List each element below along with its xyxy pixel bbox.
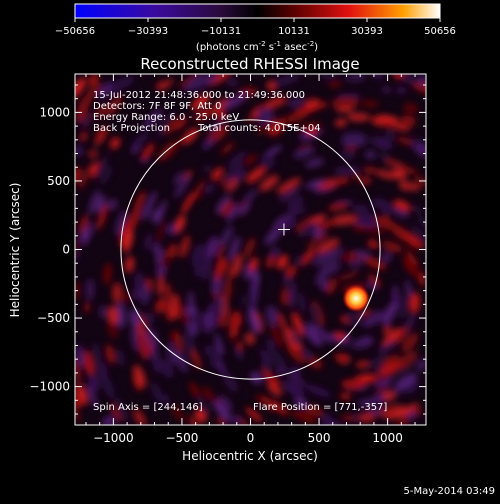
x-tick-label: −500 bbox=[165, 431, 198, 445]
colorbar-tick-label: 30393 bbox=[351, 26, 383, 37]
spin-axis-text: Spin Axis = [244,146] bbox=[93, 402, 203, 413]
colorbar-tick-label: 10131 bbox=[278, 26, 310, 37]
y-tick-label: 500 bbox=[47, 174, 70, 188]
x-tick-label: 1000 bbox=[372, 431, 403, 445]
y-tick-label: 1000 bbox=[39, 105, 70, 119]
detectors-text: Detectors: 7F 8F 9F, Att 0 bbox=[93, 101, 221, 112]
flare-position-text: Flare Position = [771,-357] bbox=[253, 402, 387, 413]
timestamp-footer: 5-May-2014 03:49 bbox=[403, 486, 495, 497]
x-axis-label: Heliocentric X (arcsec) bbox=[182, 449, 318, 463]
y-axis-label: Heliocentric Y (arcsec) bbox=[8, 183, 22, 318]
colorbar-tick-label: 50656 bbox=[424, 26, 456, 37]
x-tick-label: −1000 bbox=[93, 431, 134, 445]
total-counts-text: Total counts: 4.015E+04 bbox=[197, 123, 321, 134]
colorbar-tick-label: −50656 bbox=[55, 26, 95, 37]
axis-ticks bbox=[75, 74, 426, 425]
solar-limb-circle bbox=[120, 119, 381, 380]
axis-tick-labels: −1000 −500 0 500 1000 −1000 −500 0 500 1000 bbox=[29, 105, 402, 445]
y-tick-label: −1000 bbox=[29, 380, 70, 394]
colorbar-tick-label: −10131 bbox=[201, 26, 241, 37]
colorbar-tick-label: −30393 bbox=[128, 26, 168, 37]
heatmap-image bbox=[75, 74, 426, 425]
x-tick-label: 0 bbox=[247, 431, 255, 445]
energy-range-text: Energy Range: 6.0 - 25.0 keV bbox=[93, 112, 239, 123]
colorbar bbox=[75, 4, 440, 18]
y-tick-label: 0 bbox=[62, 243, 70, 257]
method-text: Back Projection bbox=[93, 123, 170, 134]
time-range-text: 15-Jul-2012 21:48:36.000 to 21:49:36.000 bbox=[93, 90, 305, 101]
chart-title: Reconstructed RHESSI Image bbox=[140, 55, 359, 73]
colorbar-ticks: −50656 −30393 −10131 10131 30393 50656 bbox=[55, 18, 456, 37]
colorbar-units-label: (photons cm-2 s-1 asec-2) bbox=[196, 40, 318, 53]
y-tick-label: −500 bbox=[37, 311, 70, 325]
flare-source bbox=[342, 284, 371, 313]
spin-axis-marker bbox=[277, 223, 290, 236]
x-tick-label: 500 bbox=[308, 431, 331, 445]
